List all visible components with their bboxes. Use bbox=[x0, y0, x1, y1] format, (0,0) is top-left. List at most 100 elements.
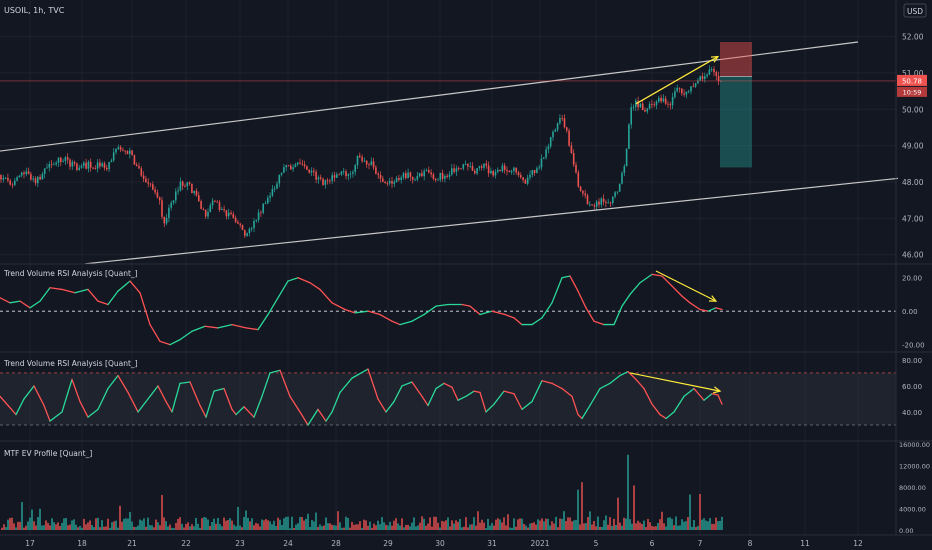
price-pane[interactable]: USOIL, 1h, TVC USD 52.00 51.00 50.00 49.00 4… bbox=[0, 3, 927, 265]
take-profit-zone bbox=[720, 76, 752, 168]
rsi-banded-segment bbox=[269, 369, 281, 374]
candle-body bbox=[87, 161, 90, 169]
candle-body bbox=[637, 100, 639, 108]
ev-profile-bar bbox=[279, 519, 281, 530]
candle-body bbox=[405, 173, 407, 179]
candle-body bbox=[451, 168, 453, 175]
ev-profile-bar bbox=[103, 526, 105, 530]
ev-profile-bar bbox=[555, 516, 557, 530]
ev-profile-bar bbox=[121, 521, 123, 530]
currency-button[interactable]: USD bbox=[903, 3, 927, 18]
rsi-oscillator-segment bbox=[204, 325, 219, 329]
candle-body bbox=[437, 179, 439, 181]
rsi-banded-segment bbox=[635, 378, 645, 390]
rsi-banded-segment bbox=[97, 387, 109, 411]
ev-profile-bar bbox=[675, 516, 677, 530]
candle-body bbox=[694, 83, 697, 87]
rsi-banded-segment bbox=[673, 395, 685, 413]
ev-profile-bar bbox=[167, 526, 169, 530]
ev-profile-bar bbox=[261, 519, 263, 530]
time-tick-label: 17 bbox=[25, 539, 35, 548]
ev-profile-bar bbox=[39, 508, 41, 530]
rsi-oscillator-segment bbox=[399, 320, 413, 326]
ev-profile-tick-label: 12000.00 bbox=[899, 463, 930, 471]
candle-body bbox=[83, 162, 85, 166]
candle-body bbox=[467, 164, 469, 167]
ev-profile-bar bbox=[401, 518, 403, 530]
rsi-oscillator-segment bbox=[699, 308, 709, 312]
candle-body bbox=[50, 164, 53, 165]
candle-body bbox=[586, 195, 589, 205]
ev-profile-bar bbox=[3, 524, 5, 530]
ev-profile-bar bbox=[277, 517, 279, 530]
candle-body bbox=[301, 163, 304, 165]
rsi-banded-segment bbox=[665, 411, 675, 420]
ev-profile-bar bbox=[255, 522, 257, 530]
candle-body bbox=[687, 91, 690, 93]
candle-body bbox=[432, 174, 435, 179]
ev-profile-bar bbox=[649, 522, 651, 530]
candle-body bbox=[214, 200, 216, 202]
ev-profile-bar bbox=[595, 526, 597, 530]
candle-body bbox=[658, 97, 660, 102]
candle-body bbox=[11, 184, 14, 186]
candle-body bbox=[193, 190, 195, 194]
ev-profile-bar bbox=[259, 526, 261, 530]
candle-body bbox=[593, 205, 596, 207]
rsi-oscillator-segment bbox=[577, 290, 587, 309]
ev-profile-bar bbox=[397, 523, 399, 530]
candle-body bbox=[386, 183, 389, 184]
rsi-banded-segment bbox=[149, 385, 159, 397]
candle-body bbox=[552, 131, 554, 138]
ev-profile-bar bbox=[271, 524, 273, 530]
time-tick-label: 6 bbox=[650, 539, 655, 548]
candle-body bbox=[204, 209, 207, 217]
ev-profile-bar bbox=[251, 518, 253, 530]
ev-profile-bar bbox=[11, 517, 13, 530]
rsi-oscillator-pane[interactable]: Trend Volume RSI Analysis [Quant_] 20.00… bbox=[0, 269, 925, 350]
ev-profile-bar bbox=[357, 524, 359, 530]
ev-profile-bar bbox=[609, 517, 611, 530]
rsi-oscillator-segment bbox=[681, 295, 691, 304]
candle-body bbox=[89, 161, 92, 168]
rsi-banded-segment bbox=[451, 386, 459, 401]
candle-body bbox=[69, 159, 71, 167]
candle-body bbox=[536, 168, 538, 173]
rsi-banded-pane[interactable]: Trend Volume RSI Analysis [Quant_] 80.00… bbox=[0, 357, 922, 426]
ev-profile-bar bbox=[409, 526, 411, 530]
ev-profile-bar bbox=[337, 511, 339, 530]
ev-profile-bar bbox=[697, 525, 699, 530]
candle-body bbox=[359, 155, 361, 158]
ev-profile-bar bbox=[211, 522, 213, 530]
rsi-banded-segment bbox=[79, 400, 89, 418]
candle-body bbox=[607, 202, 609, 204]
ev-profile-bar bbox=[623, 517, 625, 530]
ev-profile-bar bbox=[341, 527, 343, 530]
ev-profile-bar bbox=[317, 527, 319, 530]
ev-profile-bar bbox=[315, 512, 317, 530]
candle-body bbox=[526, 177, 529, 184]
candle-body bbox=[234, 217, 237, 222]
ev-profile-bar bbox=[449, 526, 451, 530]
ev-profile-bar bbox=[151, 525, 153, 530]
candle-body bbox=[9, 180, 11, 185]
ev-profile-bar bbox=[353, 524, 355, 530]
candle-body bbox=[660, 97, 662, 102]
rsi-banded-segment bbox=[43, 404, 51, 422]
candle-body bbox=[329, 180, 331, 182]
candle-body bbox=[232, 214, 235, 218]
ev-profile-pane[interactable]: MTF EV Profile [Quant_] 16000.00 12000.00… bbox=[1, 441, 930, 535]
ev-profile-bar bbox=[335, 525, 337, 530]
rsi-banded-segment bbox=[205, 390, 215, 418]
candle-body bbox=[418, 173, 421, 177]
rsi-oscillator-segment bbox=[74, 288, 89, 294]
ev-profile-bar bbox=[239, 525, 241, 530]
rsi-oscillator-segment bbox=[257, 313, 269, 331]
ev-profile-bar bbox=[389, 521, 391, 530]
candle-body bbox=[165, 217, 168, 224]
grid-layer bbox=[0, 0, 896, 535]
ev-profile-bar bbox=[339, 522, 341, 530]
rsi-banded-segment bbox=[609, 374, 621, 384]
ev-profile-bar bbox=[321, 526, 323, 530]
